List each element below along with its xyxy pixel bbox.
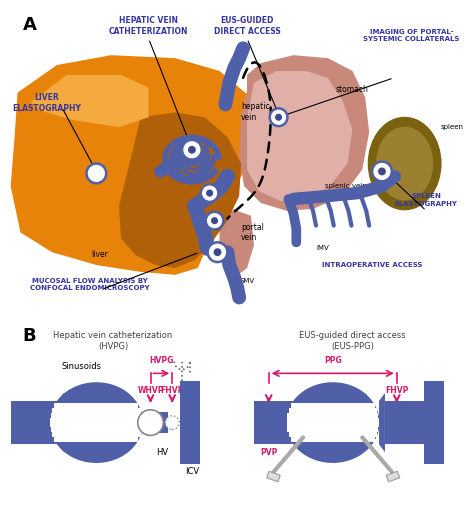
Circle shape (206, 212, 223, 230)
Text: PV: PV (19, 418, 30, 427)
Bar (286, 418, 379, 423)
Bar (385, 401, 426, 444)
Text: stomach: stomach (336, 85, 369, 94)
Text: FHVP: FHVP (385, 386, 409, 395)
Bar (267, 471, 280, 482)
Ellipse shape (376, 126, 433, 200)
Bar (286, 423, 379, 427)
Bar (254, 401, 298, 444)
Bar (291, 437, 375, 442)
Text: PPG: PPG (324, 357, 342, 366)
Text: ICV: ICV (185, 467, 199, 476)
Text: splenic vein: splenic vein (325, 183, 366, 189)
Text: SMV: SMV (239, 278, 255, 284)
Text: HV: HV (156, 448, 168, 457)
Circle shape (201, 184, 219, 202)
Text: IMAGING OF PORTAL-
SYSTEMIC COLLATERALS: IMAGING OF PORTAL- SYSTEMIC COLLATERALS (364, 29, 460, 42)
Text: INTRAOPERATIVE ACCESS: INTRAOPERATIVE ACCESS (322, 262, 422, 268)
Bar (144, 412, 168, 433)
Bar (424, 381, 444, 464)
Circle shape (372, 161, 392, 181)
Circle shape (378, 168, 386, 175)
Bar (51, 427, 142, 432)
Polygon shape (30, 75, 148, 127)
Text: A: A (22, 16, 36, 34)
Circle shape (208, 242, 228, 262)
Bar (291, 403, 375, 408)
Text: EUS-GUIDED
DIRECT ACCESS: EUS-GUIDED DIRECT ACCESS (214, 16, 281, 36)
Ellipse shape (50, 382, 143, 463)
Polygon shape (119, 112, 241, 268)
Polygon shape (247, 71, 353, 201)
Bar (55, 403, 138, 408)
Polygon shape (298, 393, 304, 452)
Bar (287, 413, 378, 418)
Polygon shape (219, 209, 254, 278)
Bar (55, 437, 138, 442)
Bar (289, 432, 377, 437)
Text: Sinusoids: Sinusoids (62, 362, 101, 371)
Ellipse shape (286, 382, 380, 463)
Polygon shape (239, 55, 369, 211)
Bar (10, 401, 58, 444)
Text: liver: liver (91, 250, 108, 259)
Polygon shape (379, 393, 385, 452)
Text: PVP: PVP (0, 528, 1, 529)
Circle shape (165, 416, 179, 430)
Text: HVPG: HVPG (149, 357, 173, 366)
Circle shape (206, 189, 213, 197)
Bar (287, 427, 378, 432)
Circle shape (275, 114, 282, 121)
Polygon shape (10, 55, 257, 275)
Circle shape (182, 140, 202, 160)
Text: MUCOSAL FLOW ANALYSIS BY
CONFOCAL ENDOMICROSCOPY: MUCOSAL FLOW ANALYSIS BY CONFOCAL ENDOMI… (30, 278, 149, 291)
Text: portal
vein: portal vein (241, 223, 264, 242)
Text: Hepatic vein catheterization
(HVPG): Hepatic vein catheterization (HVPG) (54, 331, 173, 351)
Ellipse shape (368, 117, 442, 211)
Circle shape (138, 410, 164, 435)
Circle shape (188, 146, 196, 154)
Text: SPLEEN
ELASTOGRAPHY: SPLEEN ELASTOGRAPHY (395, 193, 458, 207)
Text: HEPATIC VEIN
CATHETERIZATION: HEPATIC VEIN CATHETERIZATION (109, 16, 188, 36)
Text: IMV: IMV (316, 245, 329, 251)
Text: spleen: spleen (441, 124, 464, 130)
Circle shape (211, 217, 218, 224)
Text: hepatic
vein: hepatic vein (241, 103, 270, 122)
Text: FHVP: FHVP (161, 386, 184, 395)
Bar (289, 408, 377, 413)
Circle shape (270, 108, 287, 126)
Circle shape (214, 248, 221, 256)
Bar (50, 418, 143, 423)
Text: PVP: PVP (260, 448, 277, 457)
Bar (52, 432, 140, 437)
Text: EUS-guided direct access
(EUS-PPG): EUS-guided direct access (EUS-PPG) (299, 331, 406, 351)
Text: LIVER
ELASTOGRAPHY: LIVER ELASTOGRAPHY (13, 93, 82, 113)
Circle shape (86, 163, 106, 183)
Bar (180, 381, 200, 464)
Bar (386, 471, 400, 482)
Text: WHVP: WHVP (137, 386, 164, 395)
Bar (52, 408, 140, 413)
Polygon shape (58, 393, 64, 452)
Bar (50, 423, 143, 427)
Bar (51, 413, 142, 418)
Text: B: B (22, 327, 36, 345)
